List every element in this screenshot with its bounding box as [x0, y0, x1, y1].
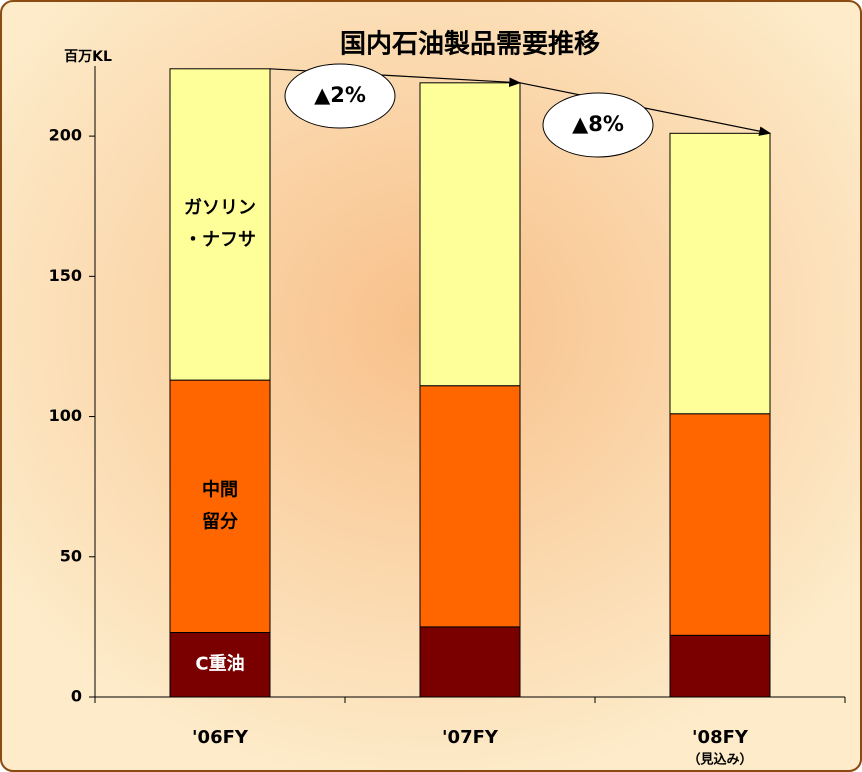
y-tick-label: 100: [49, 406, 82, 425]
category-note: （見込み）: [687, 752, 752, 768]
bar-segment: [669, 634, 771, 698]
x-tick-label: '07FY: [442, 727, 499, 748]
annotation: ▲2%: [314, 83, 366, 107]
bar-segment: [169, 68, 271, 381]
series-label: 留分: [202, 510, 238, 532]
y-tick-label: 200: [49, 126, 82, 145]
bar-segment: [169, 379, 271, 633]
bar-segment: [419, 385, 521, 628]
y-tick-label: 150: [49, 266, 82, 285]
series-label: ・ナフサ: [184, 229, 256, 250]
x-tick-label: '08FY: [692, 727, 749, 748]
bar-segment: [419, 626, 521, 698]
bar-segment: [669, 413, 771, 636]
y-tick-label: 50: [60, 546, 82, 565]
annotation-bubble: [542, 92, 654, 158]
chart-title: 国内石油製品需要推移: [340, 30, 600, 60]
y-tick-label: 0: [71, 687, 82, 706]
bar-segment: [669, 132, 771, 415]
series-label: ガソリン: [184, 197, 256, 218]
y-axis-label: 百万KL: [64, 49, 112, 65]
x-tick-label: '06FY: [192, 727, 249, 748]
bar-segment: [169, 631, 271, 698]
bar-segment: [419, 82, 521, 387]
series-label: 中間: [202, 478, 238, 500]
series-label: C重油: [195, 653, 244, 675]
annotation-bubble: [284, 63, 396, 129]
annotation: ▲8%: [572, 112, 624, 136]
